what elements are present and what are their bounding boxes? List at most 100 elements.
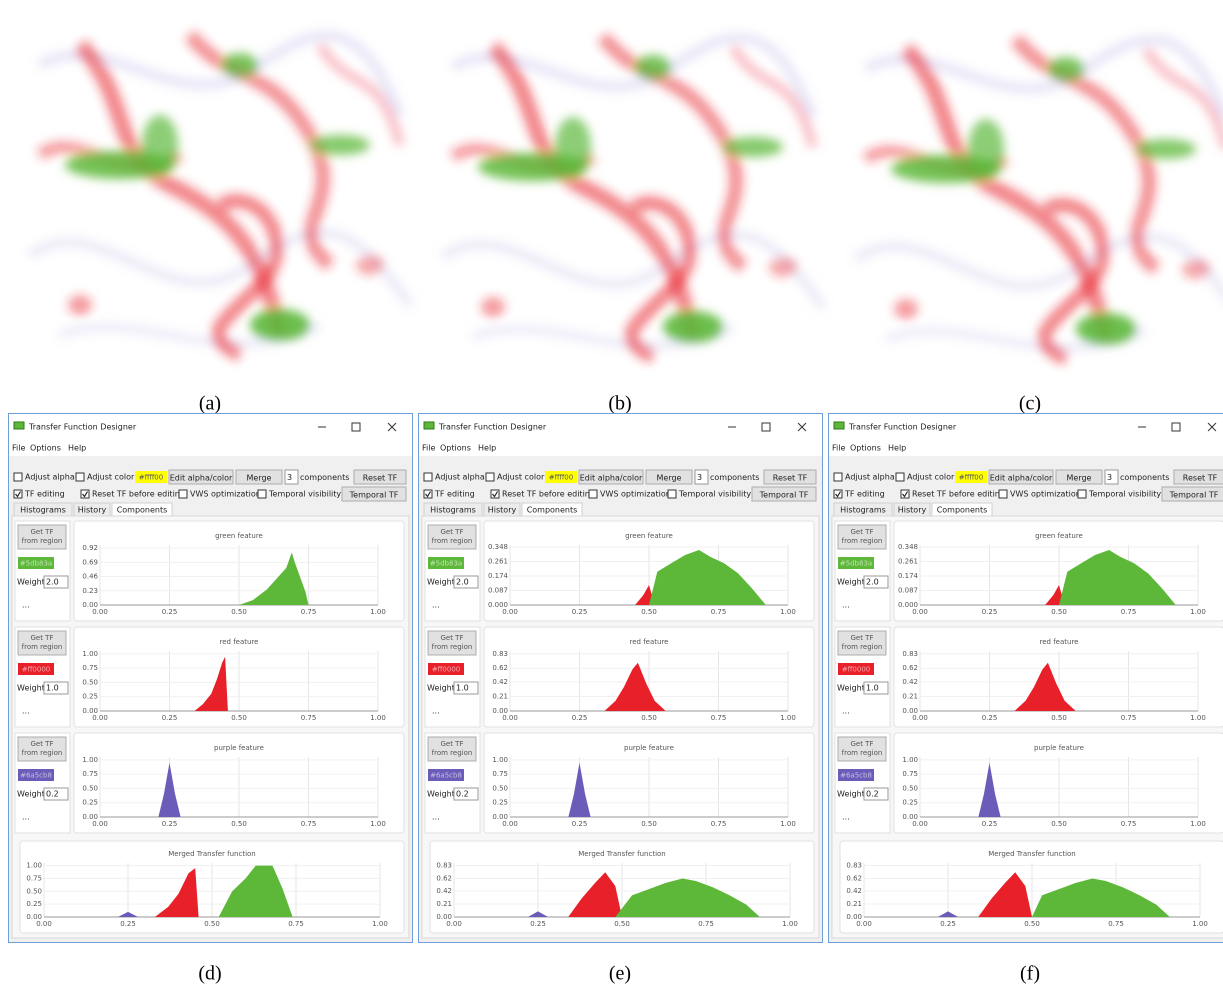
chart-title: purple feature	[214, 744, 264, 752]
y-tick-label: 0.00	[492, 813, 508, 821]
chart-title: red feature	[220, 638, 259, 646]
spin-label: components	[300, 473, 349, 482]
button-label: from region	[842, 537, 883, 545]
x-tick-label: 1.00	[370, 608, 386, 616]
y-tick-label: 0.83	[902, 650, 918, 658]
x-tick-label: 0.50	[614, 920, 630, 928]
more: ...	[22, 601, 30, 610]
chart-title: green feature	[625, 532, 673, 540]
chart-title: purple feature	[1034, 744, 1084, 752]
spin-value: 3	[287, 473, 292, 482]
chart-title: green feature	[215, 532, 263, 540]
y-tick-label: 0.21	[492, 693, 508, 701]
checkbox[interactable]	[896, 473, 904, 481]
button-label: Get TF	[30, 740, 53, 748]
button-label: Temporal TF	[1169, 491, 1219, 500]
y-tick-label: 0.000	[898, 601, 918, 609]
checkbox[interactable]	[834, 473, 842, 481]
checkbox[interactable]	[589, 490, 597, 498]
tf-designer-window: Transfer Function DesignerFileOptionsHel…	[829, 414, 1223, 943]
x-tick-label: 0.50	[231, 714, 247, 722]
menu-item[interactable]: Help	[888, 444, 906, 453]
button-label: from region	[842, 749, 883, 757]
y-tick-label: 0.21	[902, 693, 918, 701]
feature-blob	[1136, 139, 1196, 159]
feature-blob	[1048, 57, 1084, 81]
color-code: #ffff00	[139, 474, 163, 482]
feature-blob	[723, 137, 783, 157]
y-tick-label: 1.00	[492, 756, 508, 764]
x-tick-label: 0.25	[162, 820, 178, 828]
button-label: Edit alpha/color	[170, 474, 233, 483]
x-tick-label: 1.00	[780, 714, 796, 722]
button-label: Get TF	[850, 634, 873, 642]
menu-item[interactable]: Help	[68, 444, 86, 453]
checkbox[interactable]	[999, 490, 1007, 498]
weight-label: Weight	[837, 578, 865, 587]
x-tick-label: 0.50	[231, 820, 247, 828]
button-label: Edit alpha/color	[580, 474, 643, 483]
x-tick-label: 0.75	[301, 714, 317, 722]
y-tick-label: 0.348	[898, 543, 918, 551]
menu-item[interactable]: File	[422, 444, 435, 453]
menu-item[interactable]: Options	[440, 444, 471, 453]
y-tick-label: 0.00	[82, 601, 98, 609]
x-tick-label: 0.25	[982, 820, 998, 828]
menu-item[interactable]: Options	[850, 444, 881, 453]
color-code: #6a5cb8	[840, 772, 872, 780]
x-tick-label: 1.00	[1190, 608, 1206, 616]
button-label: Get TF	[30, 528, 53, 536]
checkbox[interactable]	[486, 473, 494, 481]
menu-item[interactable]: File	[832, 444, 845, 453]
y-tick-label: 0.174	[898, 572, 919, 580]
y-tick-label: 0.00	[26, 913, 42, 921]
button-label: Temporal TF	[349, 491, 399, 500]
app-icon	[14, 422, 24, 429]
feature-blob	[481, 297, 505, 317]
y-tick-label: 0.21	[436, 900, 452, 908]
window-title: Transfer Function Designer	[438, 423, 547, 432]
x-tick-label: 0.00	[92, 714, 108, 722]
menu-item[interactable]: Help	[478, 444, 496, 453]
checkbox-label: Adjust color	[497, 473, 545, 482]
volume-render	[30, 35, 410, 355]
caption: (e)	[609, 963, 631, 985]
tab-label: Components	[937, 506, 988, 515]
checkbox[interactable]	[14, 473, 22, 481]
feature-blob	[894, 299, 918, 319]
feature-blob	[663, 311, 723, 343]
checkbox[interactable]	[1078, 490, 1086, 498]
checkbox-label: VWS optimization	[190, 490, 261, 499]
x-tick-label: 1.00	[1190, 820, 1206, 828]
x-tick-label: 0.50	[641, 714, 657, 722]
x-tick-label: 0.00	[502, 820, 518, 828]
feature-blob	[356, 255, 384, 275]
checkbox[interactable]	[668, 490, 676, 498]
menu-item[interactable]: Options	[30, 444, 61, 453]
feature-blob	[142, 115, 178, 175]
feature-blob	[68, 295, 92, 315]
y-tick-label: 1.00	[82, 756, 98, 764]
y-tick-label: 0.42	[902, 678, 918, 686]
x-tick-label: 0.50	[204, 920, 220, 928]
more: ...	[842, 707, 850, 716]
y-tick-label: 1.00	[902, 756, 918, 764]
menu-item[interactable]: File	[12, 444, 25, 453]
checkbox[interactable]	[179, 490, 187, 498]
weight-label: Weight	[837, 790, 865, 799]
feature-blob	[635, 55, 671, 79]
checkbox[interactable]	[424, 473, 432, 481]
blurred-layer	[30, 35, 410, 355]
color-code: #5db83a	[20, 560, 52, 568]
checkbox-label: Temporal visibility	[1088, 490, 1161, 499]
chart-title: Merged Transfer function	[578, 850, 666, 858]
flow-stroke	[30, 233, 410, 305]
tab-label: Histograms	[20, 506, 66, 515]
checkbox[interactable]	[76, 473, 84, 481]
checkbox[interactable]	[258, 490, 266, 498]
feature-blob	[1182, 259, 1210, 279]
weight-value: 1.0	[46, 684, 59, 693]
feature-blob	[555, 117, 591, 177]
color-code: #ff0000	[842, 666, 871, 674]
